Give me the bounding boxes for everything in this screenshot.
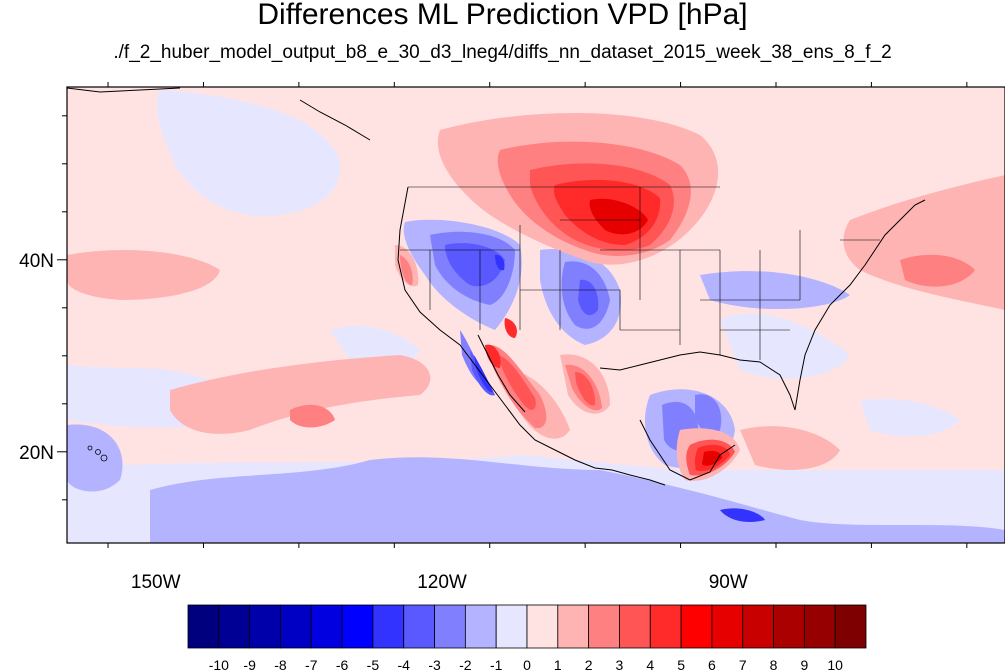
xtick-label-150w: 150W [131, 572, 181, 593]
coastlines [67, 87, 926, 486]
colorbar-swatch [249, 604, 281, 649]
colorbar-swatch [495, 604, 528, 649]
colorbar-swatch [773, 604, 805, 649]
colorbar-label: -2 [459, 657, 472, 672]
xtick-label-90w: 90W [709, 572, 748, 593]
colorbar-swatch [187, 604, 220, 649]
colorbar-swatch [464, 604, 497, 649]
colorbar-label: -4 [398, 657, 411, 672]
map-field [67, 87, 1005, 543]
colorbar-label: -6 [336, 657, 349, 672]
colorbar-label: 6 [708, 657, 716, 672]
map-subtitle: ./f_2_huber_model_output_b8_e_30_d3_lneg… [113, 42, 892, 63]
colorbar-label: -7 [305, 657, 318, 672]
hawaii-islands [87, 445, 108, 462]
colorbar-swatch [434, 604, 466, 649]
colorbar-label: -8 [274, 657, 287, 672]
colorbar-swatch [742, 604, 774, 649]
colorbar-swatch [218, 604, 251, 649]
colorbar-label: -3 [428, 657, 441, 672]
colorbar-label: 7 [739, 657, 747, 672]
colorbar-swatch [372, 604, 405, 649]
colorbar-swatch [649, 604, 682, 649]
xtick-label-120w: 120W [417, 572, 467, 593]
colorbar-swatch [526, 604, 559, 649]
colorbar [187, 604, 867, 649]
axis-tick-labels: 40N 20N 150W 120W 90W [19, 251, 748, 593]
colorbar-swatch [588, 604, 620, 649]
colorbar-swatch [803, 604, 836, 649]
colorbar-label: -1 [490, 657, 503, 672]
colorbar-label: 1 [554, 657, 562, 672]
ytick-label-20n: 20N [19, 443, 54, 464]
colorbar-label: 0 [523, 657, 531, 672]
axis-ticks [57, 82, 968, 548]
colorbar-swatch [341, 604, 374, 649]
map-frame [66, 86, 1005, 544]
colorbar-label: 3 [616, 657, 624, 672]
colorbar-swatch [557, 604, 590, 649]
colorbar-swatch [310, 604, 343, 649]
colorbar-swatch [680, 604, 713, 649]
colorbar-label: 8 [770, 657, 778, 672]
ytick-label-40n: 40N [19, 251, 54, 272]
colorbar-label: 4 [646, 657, 654, 672]
map-title: Differences ML Prediction VPD [hPa] [257, 0, 748, 31]
colorbar-labels: -10 -9 -8 -7 -6 -5 -4 -3 -2 -1 0 1 2 3 4 5 6 7 8 9 10 [209, 657, 843, 672]
colorbar-label: -5 [367, 657, 380, 672]
colorbar-swatch [711, 604, 744, 649]
colorbar-swatch [619, 604, 651, 649]
colorbar-swatch [280, 604, 312, 649]
state-borders [400, 186, 880, 360]
colorbar-swatch [403, 604, 435, 649]
colorbar-label: -9 [243, 657, 256, 672]
colorbar-label: 9 [800, 657, 808, 672]
colorbar-swatch [834, 604, 867, 649]
colorbar-label: 10 [827, 657, 843, 672]
colorbar-label: -10 [209, 657, 229, 672]
colorbar-label: 5 [677, 657, 685, 672]
positive-peak-regions [589, 198, 722, 466]
colorbar-label: 2 [585, 657, 593, 672]
